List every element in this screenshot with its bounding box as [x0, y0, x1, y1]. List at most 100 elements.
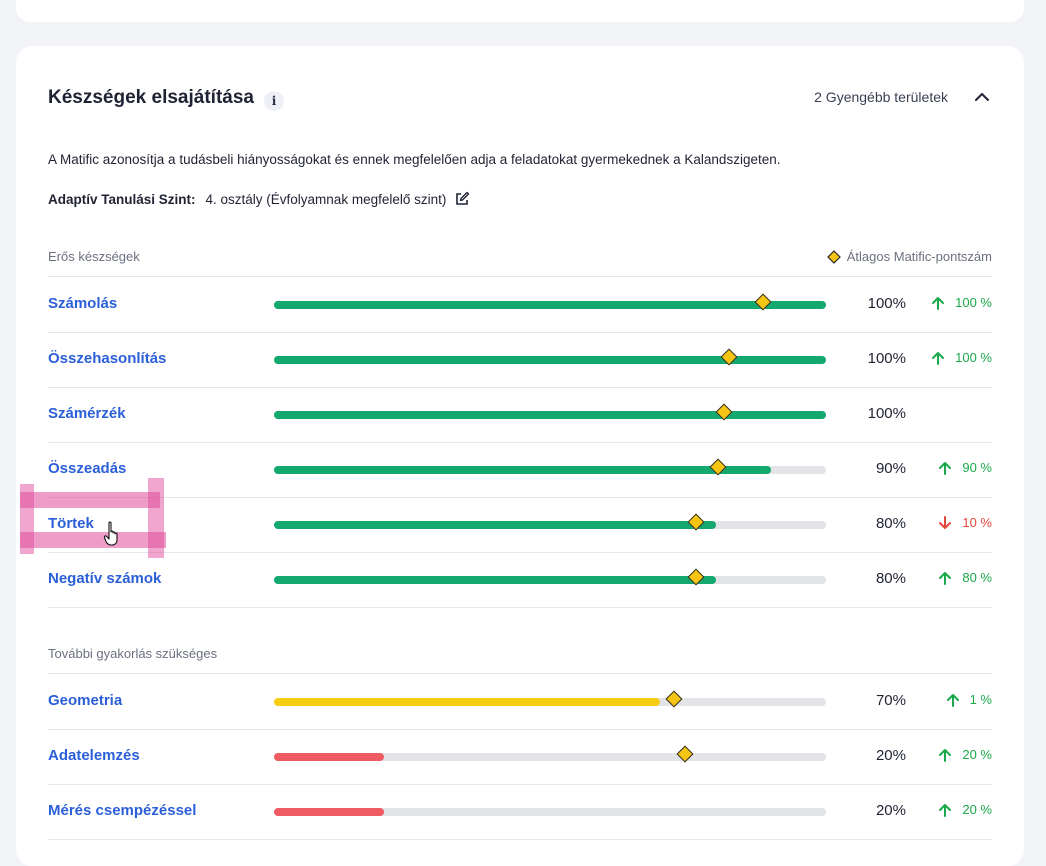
progress-fill [274, 576, 716, 584]
divider [48, 607, 992, 608]
progress-fill [274, 808, 385, 816]
trend-value: 100 % [955, 295, 992, 310]
skill-percentage: 80% [875, 515, 906, 532]
divider [48, 552, 992, 553]
card-title: Készségek elsajátítása [48, 87, 254, 108]
progress-fill [274, 521, 716, 529]
skill-percentage: 20% [875, 747, 906, 764]
skill-name-link[interactable]: Adatelemzés [48, 747, 140, 764]
strong-skills-heading: Erős készségek [48, 249, 140, 264]
skill-name-link[interactable]: Összehasonlítás [48, 350, 167, 367]
trend-indicator: 10 % [938, 515, 992, 530]
divider [48, 442, 992, 443]
divider [48, 784, 992, 785]
skill-name-link[interactable]: Összeadás [48, 460, 127, 477]
level-label: Adaptív Tanulási Szint: [48, 191, 196, 207]
skill-percentage: 100% [867, 405, 906, 422]
legend-label: Átlagos Matific-pontszám [846, 249, 992, 264]
learning-level: Adaptív Tanulási Szint: 4. osztály (Évfo… [48, 191, 470, 207]
skill-percentage: 100% [867, 350, 906, 367]
skill-name-link[interactable]: Negatív számok [48, 570, 162, 587]
level-value: 4. osztály (Évfolyamnak megfelelő szint) [205, 191, 447, 207]
trend-indicator: 80 % [938, 570, 992, 585]
skill-name-link[interactable]: Számérzék [48, 405, 126, 422]
weak-areas-link[interactable]: 2 Gyengébb területek [814, 89, 948, 105]
progress-bar [274, 808, 826, 816]
trend-indicator: 1 % [946, 692, 992, 707]
progress-bar [274, 568, 826, 586]
progress-bar [274, 458, 826, 476]
weak-skills-header: További gyakorlás szükséges [48, 646, 992, 666]
skill-percentage: 90% [875, 460, 906, 477]
arrow-up-icon [939, 748, 952, 762]
progress-bar [274, 348, 826, 366]
skill-name-link[interactable]: Törtek [48, 515, 94, 532]
trend-value: 1 % [969, 692, 992, 707]
skill-name-link[interactable]: Geometria [48, 692, 123, 709]
trend-indicator: 20 % [938, 802, 992, 817]
skill-row: Negatív számok 80% 80 % [48, 552, 992, 607]
progress-fill [274, 698, 661, 706]
arrow-up-icon [932, 296, 945, 310]
divider [48, 729, 992, 730]
strong-skills-header: Erős készségek Átlagos Matific-pontszám [48, 249, 992, 269]
divider [48, 387, 992, 388]
skill-row: Adatelemzés 20% 20 % [48, 729, 992, 784]
divider [48, 497, 992, 498]
trend-indicator: 90 % [938, 460, 992, 475]
diamond-icon [826, 249, 841, 264]
skill-row: Törtek 80% 10 % [48, 497, 992, 552]
skill-percentage: 80% [875, 570, 906, 587]
trend-value: 90 % [962, 460, 992, 475]
arrow-down-icon [939, 515, 952, 529]
progress-bar [274, 293, 826, 311]
trend-indicator: 100 % [931, 350, 992, 365]
skill-percentage: 20% [875, 802, 906, 819]
arrow-up-icon [946, 693, 959, 707]
skill-row: Összeadás 90% 90 % [48, 442, 992, 497]
trend-indicator: 100 % [931, 295, 992, 310]
skill-percentage: 70% [875, 692, 906, 709]
chevron-up-icon[interactable] [972, 87, 992, 107]
divider [48, 673, 992, 674]
skill-name-link[interactable]: Mérés csempézéssel [48, 802, 197, 819]
description: A Matific azonosítja a tudásbeli hiányos… [48, 152, 781, 167]
arrow-up-icon [932, 351, 945, 365]
progress-bar [274, 690, 826, 708]
progress-fill [274, 301, 826, 309]
divider [48, 332, 992, 333]
progress-fill [274, 411, 826, 419]
edit-icon[interactable] [454, 191, 470, 207]
arrow-up-icon [939, 461, 952, 475]
skill-row: Mérés csempézéssel 20% 20 % [48, 784, 992, 839]
trend-value: 20 % [962, 802, 992, 817]
divider [48, 839, 992, 840]
legend: Átlagos Matific-pontszám [826, 249, 992, 264]
arrow-up-icon [939, 803, 952, 817]
info-icon[interactable]: i [264, 91, 284, 111]
trend-value: 20 % [962, 747, 992, 762]
divider [48, 276, 992, 277]
progress-bar [274, 403, 826, 421]
arrow-up-icon [939, 571, 952, 585]
skills-card: Készségek elsajátítása i 2 Gyengébb terü… [16, 46, 1024, 866]
skill-percentage: 100% [867, 295, 906, 312]
weak-skills-heading: További gyakorlás szükséges [48, 646, 218, 661]
skill-row: Számérzék 100% [48, 387, 992, 442]
trend-value: 10 % [962, 515, 992, 530]
skill-name-link[interactable]: Számolás [48, 295, 118, 312]
skill-row: Geometria 70% 1 % [48, 674, 992, 729]
trend-value: 100 % [955, 350, 992, 365]
hand-cursor-icon [103, 521, 118, 546]
progress-fill [274, 466, 771, 474]
progress-bar [274, 513, 826, 531]
progress-bar [274, 745, 826, 763]
average-score-marker [665, 690, 683, 708]
trend-indicator: 20 % [938, 747, 992, 762]
progress-fill [274, 356, 826, 364]
skill-row: Összehasonlítás 100% 100 % [48, 332, 992, 387]
previous-card [16, 0, 1024, 22]
trend-value: 80 % [962, 570, 992, 585]
progress-fill [274, 753, 385, 761]
average-score-marker [676, 745, 694, 763]
